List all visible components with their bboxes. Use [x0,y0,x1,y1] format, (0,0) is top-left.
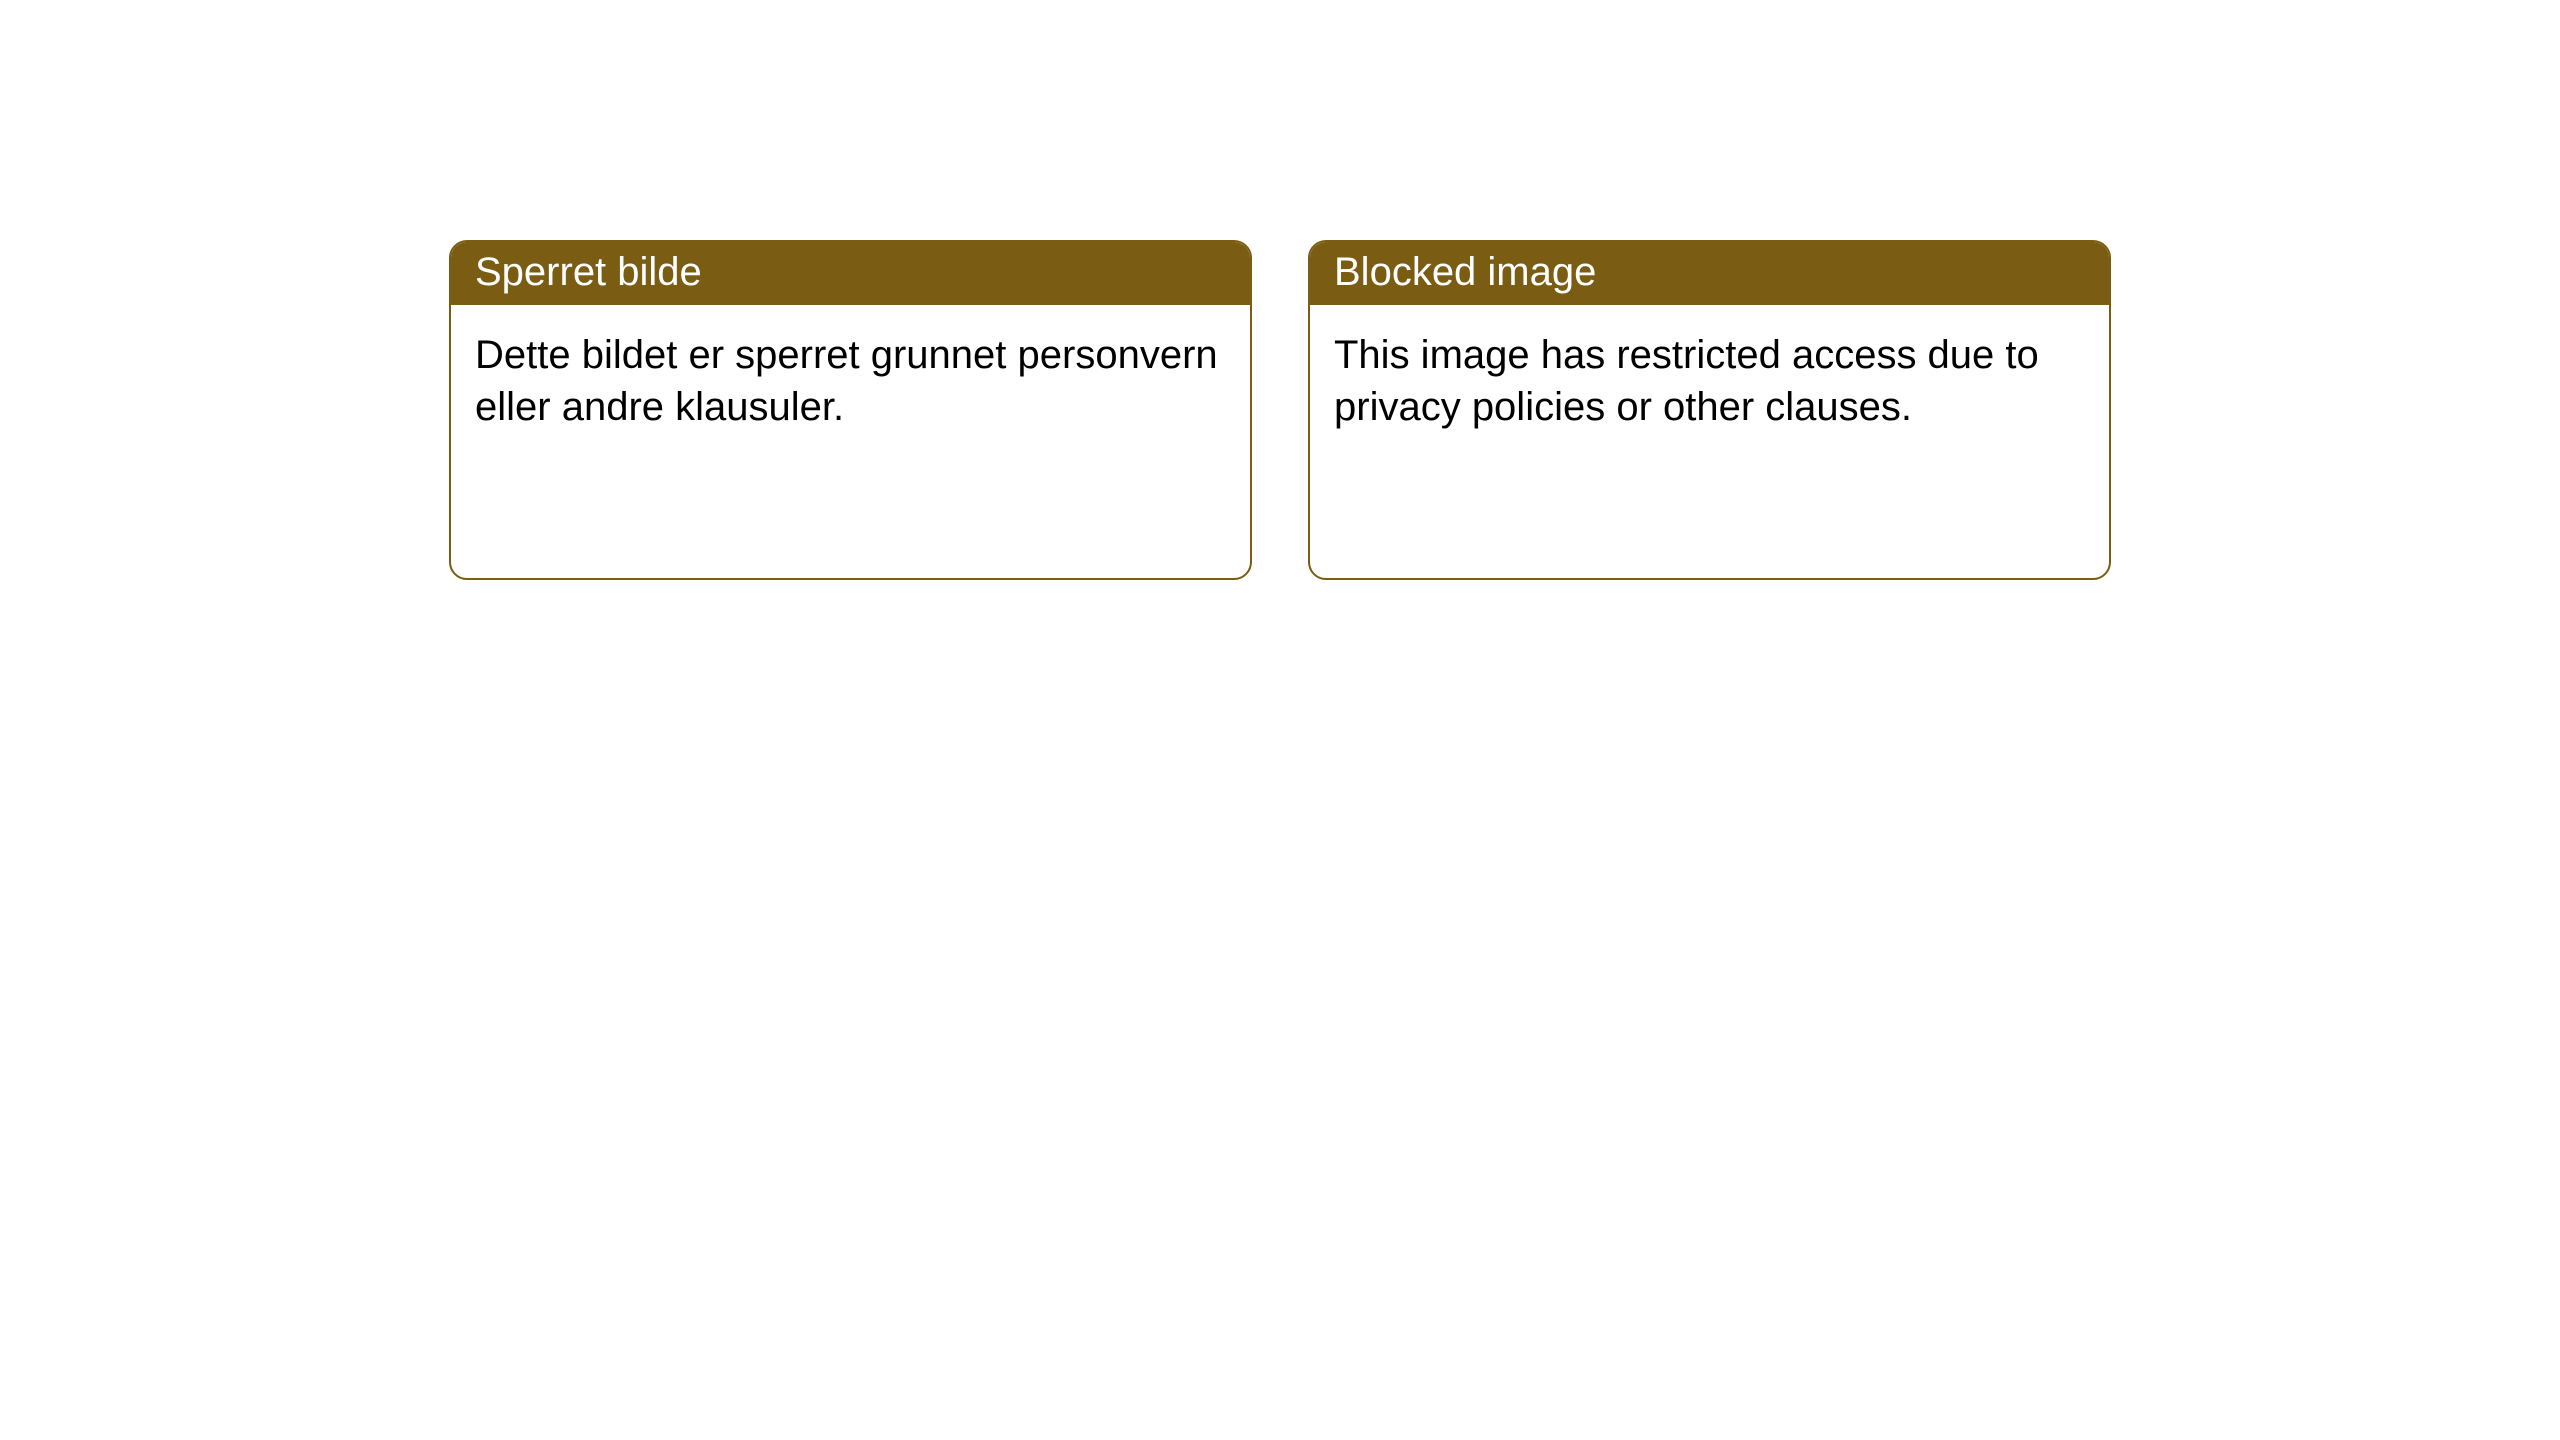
card-body-english: This image has restricted access due to … [1310,305,2109,457]
card-body-norwegian: Dette bildet er sperret grunnet personve… [451,305,1250,457]
card-title-english: Blocked image [1310,242,2109,305]
notice-card-english: Blocked image This image has restricted … [1308,240,2111,580]
notice-cards-container: Sperret bilde Dette bildet er sperret gr… [0,0,2560,580]
notice-card-norwegian: Sperret bilde Dette bildet er sperret gr… [449,240,1252,580]
card-title-norwegian: Sperret bilde [451,242,1250,305]
